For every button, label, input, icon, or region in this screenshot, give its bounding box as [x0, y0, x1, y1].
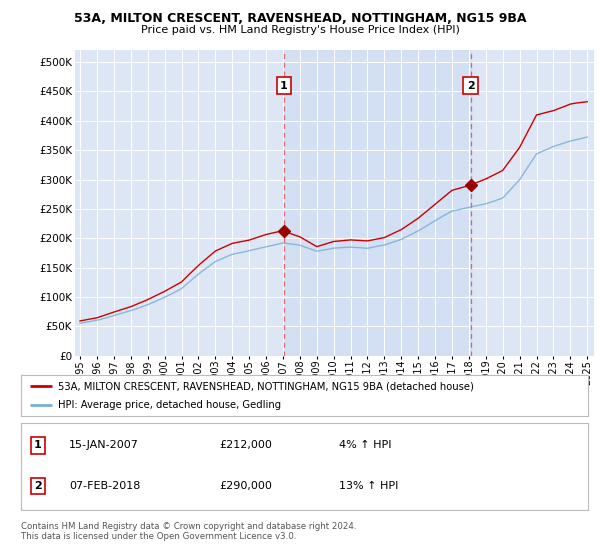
- Text: 4% ↑ HPI: 4% ↑ HPI: [338, 440, 391, 450]
- Text: 07-FEB-2018: 07-FEB-2018: [69, 481, 140, 491]
- Text: 2: 2: [34, 481, 42, 491]
- Text: 2: 2: [467, 81, 475, 91]
- Text: 13% ↑ HPI: 13% ↑ HPI: [338, 481, 398, 491]
- Text: HPI: Average price, detached house, Gedling: HPI: Average price, detached house, Gedl…: [58, 400, 281, 409]
- Text: 53A, MILTON CRESCENT, RAVENSHEAD, NOTTINGHAM, NG15 9BA: 53A, MILTON CRESCENT, RAVENSHEAD, NOTTIN…: [74, 12, 526, 25]
- Text: £212,000: £212,000: [220, 440, 272, 450]
- Text: Price paid vs. HM Land Registry's House Price Index (HPI): Price paid vs. HM Land Registry's House …: [140, 25, 460, 35]
- Text: £290,000: £290,000: [220, 481, 272, 491]
- Text: 1: 1: [34, 440, 42, 450]
- Text: 15-JAN-2007: 15-JAN-2007: [69, 440, 139, 450]
- Bar: [284, 50, 470, 356]
- Text: 1: 1: [280, 81, 287, 91]
- Text: 53A, MILTON CRESCENT, RAVENSHEAD, NOTTINGHAM, NG15 9BA (detached house): 53A, MILTON CRESCENT, RAVENSHEAD, NOTTIN…: [58, 381, 474, 391]
- Text: Contains HM Land Registry data © Crown copyright and database right 2024.
This d: Contains HM Land Registry data © Crown c…: [21, 522, 356, 542]
